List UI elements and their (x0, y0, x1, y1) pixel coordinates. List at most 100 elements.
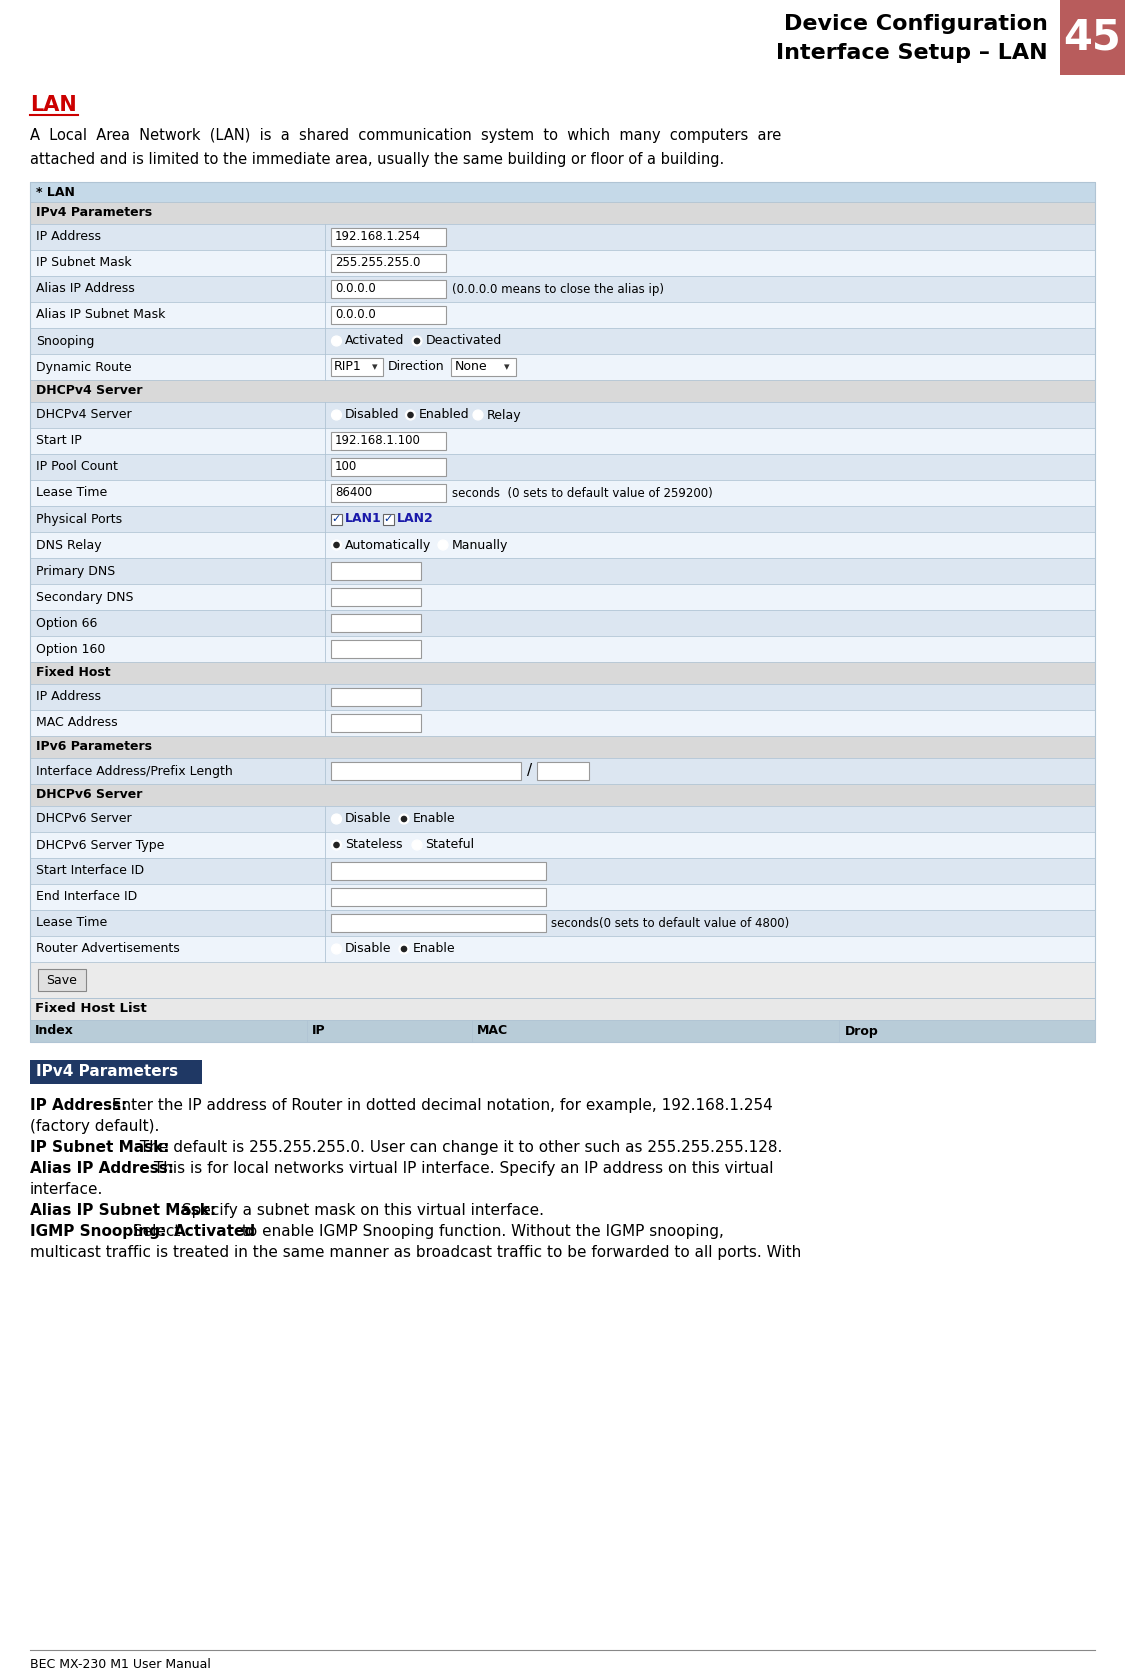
Bar (331, 228, 446, 247)
Text: ✓: ✓ (332, 513, 341, 524)
Bar (30, 884, 1095, 909)
Circle shape (414, 339, 420, 344)
Bar (331, 513, 342, 525)
Bar (30, 275, 1095, 302)
Text: multicast traffic is treated in the same manner as broadcast traffic to be forwa: multicast traffic is treated in the same… (30, 1245, 801, 1260)
Bar (331, 639, 421, 658)
Text: DNS Relay: DNS Relay (36, 539, 101, 552)
Bar (331, 888, 546, 906)
Text: Dynamic Route: Dynamic Route (36, 361, 132, 374)
Circle shape (332, 409, 342, 420)
Circle shape (332, 841, 342, 851)
Text: Start IP: Start IP (36, 435, 82, 448)
Text: DHCPv6 Server: DHCPv6 Server (36, 789, 143, 802)
Bar (331, 280, 446, 299)
Bar (331, 915, 546, 931)
Text: Start Interface ID: Start Interface ID (36, 864, 144, 878)
Text: Disable: Disable (345, 812, 392, 826)
Bar (331, 305, 446, 324)
Text: Lease Time: Lease Time (36, 916, 107, 930)
Bar (30, 250, 1095, 275)
Bar (30, 805, 1095, 832)
Bar (1060, 0, 1125, 76)
Text: Primary DNS: Primary DNS (36, 564, 115, 577)
Text: LAN2: LAN2 (397, 512, 434, 525)
Text: interface.: interface. (30, 1181, 104, 1196)
Text: IP Subnet Mask: IP Subnet Mask (36, 257, 132, 270)
Bar (331, 715, 421, 732)
Bar (30, 710, 1095, 737)
Bar (30, 201, 1095, 223)
Bar (331, 762, 521, 780)
Bar (30, 559, 1095, 584)
Text: Router Advertisements: Router Advertisements (36, 943, 180, 955)
Circle shape (332, 540, 342, 550)
Text: Alias IP Subnet Mask: Alias IP Subnet Mask (36, 309, 165, 322)
Text: BEC MX-230 M1 User Manual: BEC MX-230 M1 User Manual (30, 1658, 210, 1671)
Text: IP Address:: IP Address: (30, 1097, 127, 1113)
Text: Option 160: Option 160 (36, 643, 106, 656)
Text: LAN1: LAN1 (345, 512, 381, 525)
Text: Interface Address/Prefix Length: Interface Address/Prefix Length (36, 765, 233, 777)
Text: MAC: MAC (477, 1025, 508, 1037)
Bar (30, 403, 1095, 428)
Text: Index: Index (35, 1025, 74, 1037)
Bar (30, 507, 1095, 532)
Text: 100: 100 (335, 460, 358, 473)
Text: IP: IP (312, 1025, 325, 1037)
Text: * LAN: * LAN (36, 186, 75, 198)
Bar (30, 1020, 1095, 1042)
Text: ✓: ✓ (384, 513, 393, 524)
Text: Disable: Disable (345, 943, 392, 955)
Circle shape (334, 542, 339, 547)
Circle shape (412, 336, 422, 346)
Text: (factory default).: (factory default). (30, 1119, 160, 1134)
Circle shape (402, 946, 406, 951)
Text: Interface Setup – LAN: Interface Setup – LAN (776, 44, 1048, 64)
Bar (30, 223, 1095, 250)
Text: This is for local networks virtual IP interface. Specify an IP address on this v: This is for local networks virtual IP in… (148, 1161, 774, 1176)
Circle shape (399, 814, 410, 824)
Bar (30, 663, 1095, 685)
Text: Activated: Activated (174, 1223, 256, 1238)
Text: Automatically: Automatically (345, 539, 431, 552)
Text: Select: Select (128, 1223, 186, 1238)
Text: Deactivated: Deactivated (425, 334, 502, 347)
Circle shape (438, 540, 448, 550)
Text: Fixed Host List: Fixed Host List (35, 1002, 146, 1015)
Bar (30, 758, 1095, 784)
Text: seconds(0 sets to default value of 4800): seconds(0 sets to default value of 4800) (551, 916, 790, 930)
Text: 192.168.1.254: 192.168.1.254 (335, 230, 421, 243)
Bar (38, 968, 86, 992)
Bar (382, 513, 394, 525)
Bar (331, 688, 421, 706)
Text: ▾: ▾ (372, 362, 378, 373)
Text: Enter the IP address of Router in dotted decimal notation, for example, 192.168.: Enter the IP address of Router in dotted… (107, 1097, 773, 1113)
Text: Manually: Manually (451, 539, 507, 552)
Text: Stateful: Stateful (425, 839, 475, 851)
Text: /: / (526, 763, 532, 779)
Bar (331, 483, 446, 502)
Text: Option 66: Option 66 (36, 616, 98, 629)
Text: Alias IP Address: Alias IP Address (36, 282, 135, 295)
Circle shape (472, 409, 483, 420)
Bar (30, 584, 1095, 611)
Text: 0.0.0.0: 0.0.0.0 (335, 309, 376, 322)
Circle shape (334, 842, 339, 847)
Text: Physical Ports: Physical Ports (36, 512, 123, 525)
Text: The default is 255.255.255.0. User can change it to other such as 255.255.255.12: The default is 255.255.255.0. User can c… (135, 1139, 782, 1154)
Text: IPv4 Parameters: IPv4 Parameters (36, 1064, 178, 1079)
Text: Fixed Host: Fixed Host (36, 666, 110, 680)
Text: Save: Save (46, 973, 78, 987)
Bar (30, 327, 1095, 354)
Text: LAN: LAN (30, 96, 76, 116)
Bar (30, 354, 1095, 379)
Bar (331, 253, 446, 272)
Text: End Interface ID: End Interface ID (36, 891, 137, 903)
Text: Device Configuration: Device Configuration (784, 13, 1048, 34)
Text: ▾: ▾ (504, 362, 510, 373)
Text: None: None (455, 361, 487, 374)
Bar (30, 857, 1095, 884)
Bar (30, 480, 1095, 507)
Circle shape (408, 413, 413, 418)
